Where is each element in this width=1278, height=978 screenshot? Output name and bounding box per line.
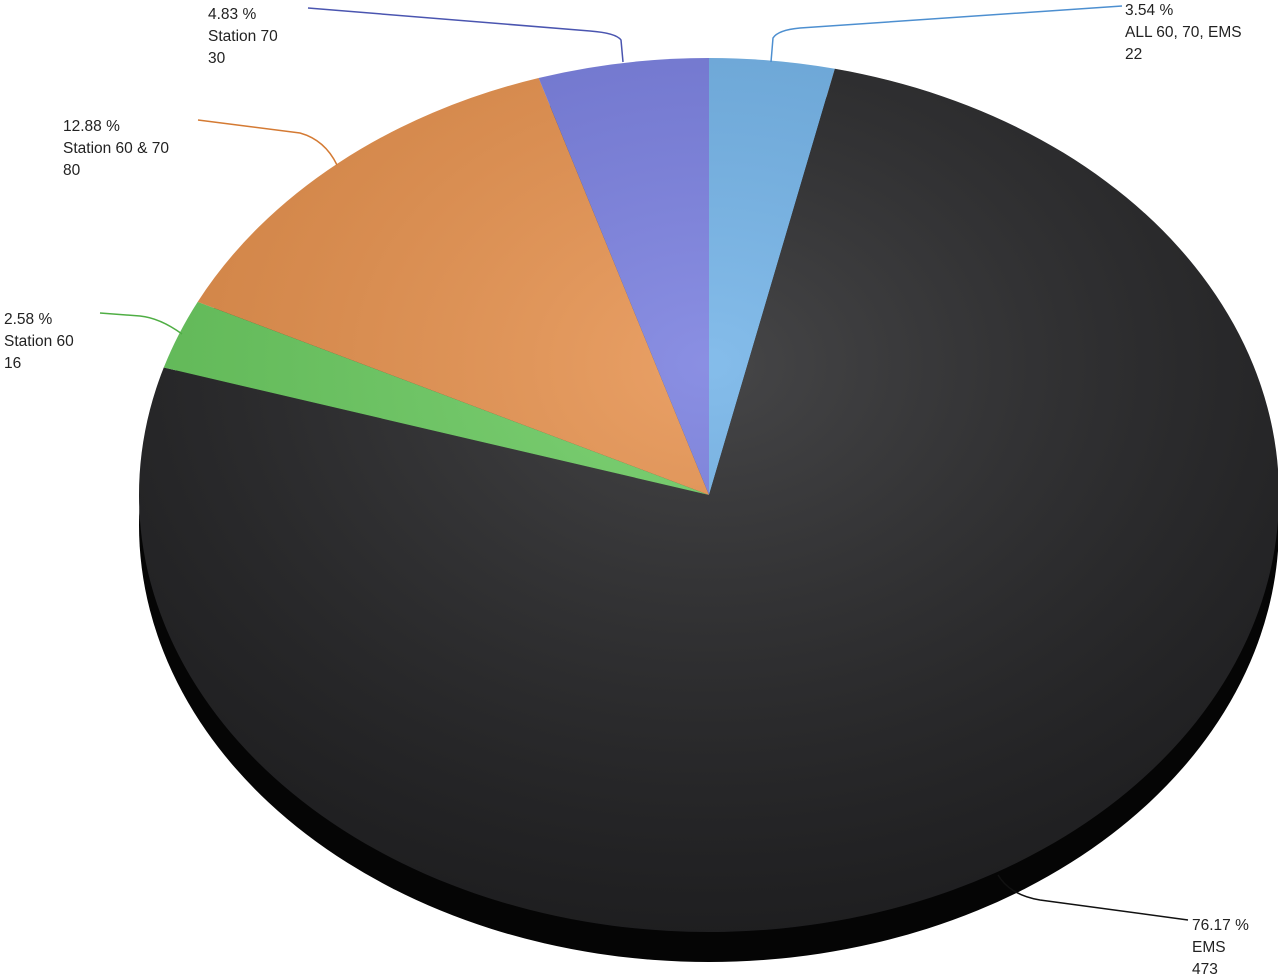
leader-line-ems [997, 874, 1189, 921]
label-station-60: 2.58 % Station 60 16 [4, 311, 74, 372]
slice-percent: 2.58 % [4, 311, 52, 328]
slice-name: ALL 60, 70, EMS [1125, 24, 1242, 41]
label-all-60-70-ems: 3.54 % ALL 60, 70, EMS 22 [1125, 2, 1242, 63]
slice-value: 16 [4, 355, 21, 372]
slice-value: 30 [208, 50, 226, 67]
slice-name: Station 70 [208, 28, 278, 45]
leader-line-station-70 [307, 7, 624, 63]
slice-name: Station 60 & 70 [63, 140, 169, 157]
leader-line-station-60-70 [197, 119, 338, 166]
slice-value: 22 [1125, 46, 1142, 63]
label-ems: 76.17 % EMS 473 [1192, 917, 1249, 978]
slice-percent: 3.54 % [1125, 2, 1173, 19]
slice-percent: 12.88 % [63, 118, 120, 135]
leader-line-station-60 [99, 312, 183, 335]
label-station-60-70: 12.88 % Station 60 & 70 80 [63, 118, 169, 179]
slice-name: Station 60 [4, 333, 74, 350]
slice-name: EMS [1192, 939, 1226, 956]
slice-percent: 4.83 % [208, 6, 256, 23]
leader-line-all-60-70-ems [770, 5, 1123, 63]
slice-percent: 76.17 % [1192, 917, 1249, 934]
slice-value: 473 [1192, 961, 1218, 978]
label-station-70: 4.83 % Station 70 30 [208, 6, 278, 67]
slice-value: 80 [63, 162, 81, 179]
